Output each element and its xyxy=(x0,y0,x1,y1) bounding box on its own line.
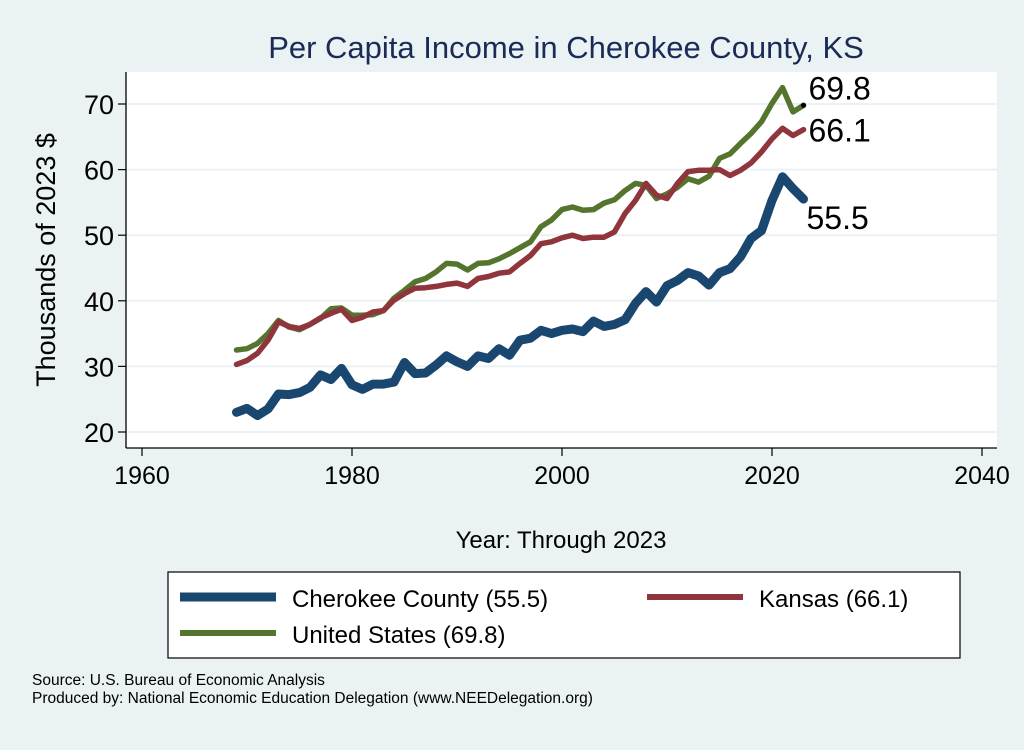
end-label-united-states: 69.8 xyxy=(809,70,871,106)
plot-area xyxy=(126,72,997,448)
end-labels: 55.5 66.1 69.8 xyxy=(800,70,871,236)
end-label-kansas: 66.1 xyxy=(809,113,871,149)
x-tick-label-1960: 1960 xyxy=(114,462,170,490)
x-tick-label-2020: 2020 xyxy=(744,462,800,490)
y-tick-label-60: 60 xyxy=(84,156,114,186)
x-axis-ticks: 1960 1980 2000 2020 2040 xyxy=(114,448,1010,490)
y-axis-label: Thousands of 2023 $ xyxy=(31,133,61,387)
y-tick-label-70: 70 xyxy=(84,90,114,120)
series-line-united-states xyxy=(233,84,807,353)
y-tick-label-40: 40 xyxy=(84,287,114,317)
y-tick-label-30: 30 xyxy=(84,352,114,382)
series-line-cherokee-county xyxy=(232,172,808,421)
legend-box xyxy=(167,571,961,659)
legend-label-cherokee: Cherokee County (55.5) xyxy=(292,586,548,613)
y-axis-ticks: 20 30 40 50 60 70 xyxy=(84,90,126,448)
end-marker-united-states xyxy=(800,102,807,108)
x-tick-label-2000: 2000 xyxy=(534,462,590,490)
x-tick-label-2040: 2040 xyxy=(954,462,1010,490)
source-note: Source: U.S. Bureau of Economic Analysis xyxy=(32,672,325,689)
y-tick-label-50: 50 xyxy=(84,221,114,251)
legend: Cherokee County (55.5) Kansas (66.1) Uni… xyxy=(167,571,961,659)
x-axis-label: Year: Through 2023 xyxy=(456,527,667,554)
producer-note: Produced by: National Economic Education… xyxy=(32,690,593,707)
series-lines xyxy=(232,84,808,421)
x-tick-label-1980: 1980 xyxy=(324,462,380,490)
legend-label-kansas: Kansas (66.1) xyxy=(759,586,908,613)
legend-label-united-states: United States (69.8) xyxy=(292,622,505,649)
y-tick-label-20: 20 xyxy=(84,418,114,448)
chart-title: Per Capita Income in Cherokee County, KS xyxy=(268,30,864,65)
series-line-kansas xyxy=(233,125,807,368)
end-label-cherokee-county: 55.5 xyxy=(807,200,869,236)
